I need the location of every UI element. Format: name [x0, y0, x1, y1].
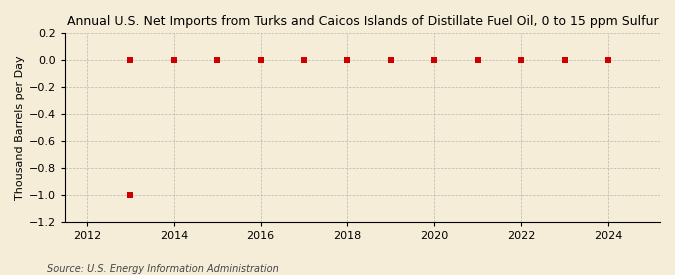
Y-axis label: Thousand Barrels per Day: Thousand Barrels per Day	[15, 55, 25, 200]
Title: Annual U.S. Net Imports from Turks and Caicos Islands of Distillate Fuel Oil, 0 : Annual U.S. Net Imports from Turks and C…	[67, 15, 659, 28]
Text: Source: U.S. Energy Information Administration: Source: U.S. Energy Information Administ…	[47, 264, 279, 274]
